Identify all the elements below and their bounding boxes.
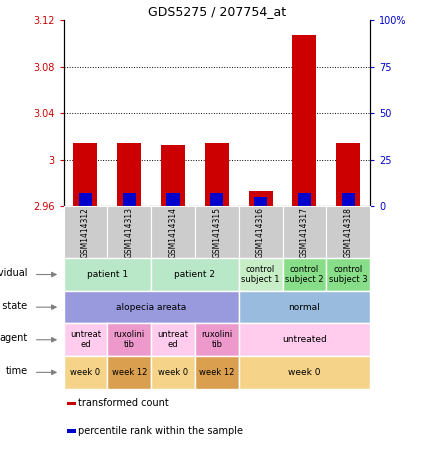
Text: control
subject 1: control subject 1 bbox=[241, 265, 280, 284]
Text: GSM1414316: GSM1414316 bbox=[256, 207, 265, 258]
Text: agent: agent bbox=[0, 333, 28, 343]
Text: week 12: week 12 bbox=[199, 368, 234, 377]
Bar bbox=[293, 35, 316, 206]
Text: GSM1414317: GSM1414317 bbox=[300, 207, 309, 258]
Text: untreat
ed: untreat ed bbox=[158, 330, 188, 349]
Bar bbox=[254, 197, 267, 206]
Text: patient 2: patient 2 bbox=[174, 270, 215, 279]
Bar bbox=[249, 191, 272, 206]
Text: individual: individual bbox=[0, 268, 28, 278]
Bar bbox=[210, 193, 223, 206]
Bar bbox=[205, 144, 229, 206]
Text: untreat
ed: untreat ed bbox=[70, 330, 101, 349]
Text: control
subject 3: control subject 3 bbox=[329, 265, 367, 284]
Bar bbox=[166, 193, 180, 206]
Text: week 0: week 0 bbox=[158, 368, 188, 377]
Text: control
subject 2: control subject 2 bbox=[285, 265, 324, 284]
Text: week 0: week 0 bbox=[288, 368, 321, 377]
Text: ruxolini
tib: ruxolini tib bbox=[201, 330, 233, 349]
Text: week 12: week 12 bbox=[112, 368, 147, 377]
Text: GSM1414312: GSM1414312 bbox=[81, 207, 90, 258]
Bar bbox=[298, 193, 311, 206]
Bar bbox=[79, 193, 92, 206]
Text: alopecia areata: alopecia areata bbox=[116, 303, 186, 312]
Text: time: time bbox=[5, 366, 28, 376]
Bar bbox=[123, 193, 136, 206]
Text: disease state: disease state bbox=[0, 300, 28, 310]
Bar bbox=[336, 144, 360, 206]
Text: GSM1414318: GSM1414318 bbox=[344, 207, 353, 258]
Text: untreated: untreated bbox=[282, 335, 327, 344]
Text: normal: normal bbox=[289, 303, 320, 312]
Bar bbox=[161, 145, 185, 206]
Text: ruxolini
tib: ruxolini tib bbox=[113, 330, 145, 349]
Text: GSM1414315: GSM1414315 bbox=[212, 207, 221, 258]
Text: percentile rank within the sample: percentile rank within the sample bbox=[78, 426, 243, 436]
Text: GSM1414313: GSM1414313 bbox=[125, 207, 134, 258]
Bar bbox=[117, 144, 141, 206]
Bar bbox=[67, 401, 76, 405]
Bar bbox=[73, 144, 97, 206]
Text: patient 1: patient 1 bbox=[87, 270, 128, 279]
Title: GDS5275 / 207754_at: GDS5275 / 207754_at bbox=[148, 5, 286, 18]
Text: GSM1414314: GSM1414314 bbox=[169, 207, 177, 258]
Text: week 0: week 0 bbox=[71, 368, 100, 377]
Bar bbox=[342, 193, 355, 206]
Text: transformed count: transformed count bbox=[78, 399, 168, 409]
Bar bbox=[67, 429, 76, 433]
